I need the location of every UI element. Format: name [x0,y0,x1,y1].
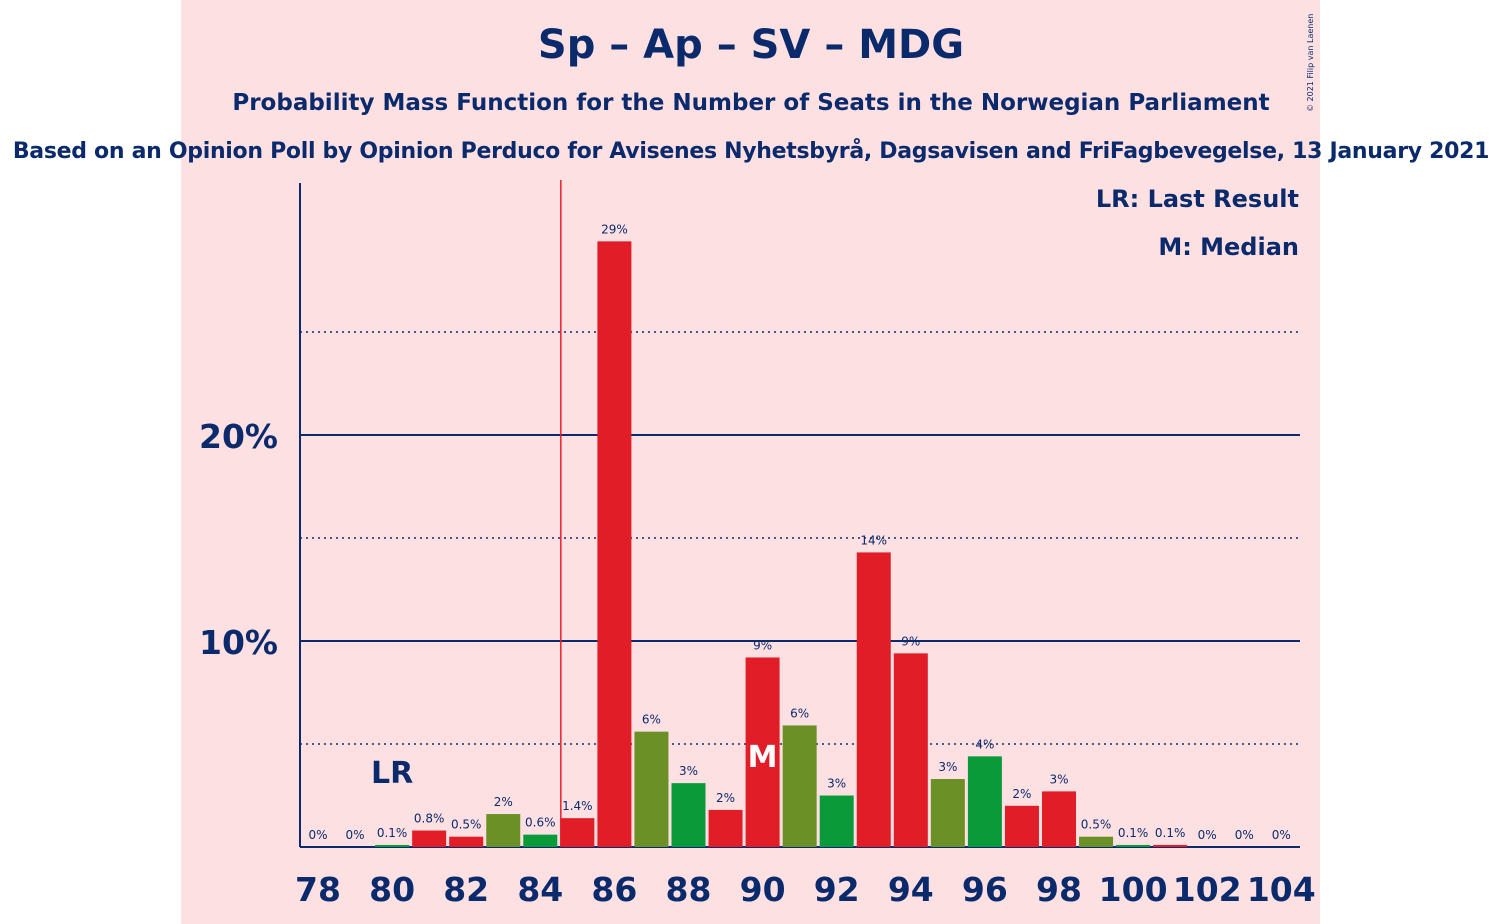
x-tick-label: 80 [369,870,415,909]
chart-source-line: Based on an Opinion Poll by Opinion Perd… [12,139,1490,164]
bar-value-label: 1.4% [562,799,593,813]
bar [597,241,632,848]
legend-median: M: Median [1158,233,1299,261]
bar [412,830,447,847]
bar [634,731,669,847]
bar-value-label: 2% [494,795,513,809]
bar-value-label: 9% [901,634,920,648]
bar [856,552,891,847]
labels: 10% 20% 0% 0% 0.1% 0.8% 0.5% 2% 0.6% 1.4% 29% 6% 3% 2… [199,222,1316,909]
x-tick-label: 84 [517,870,563,909]
bar [449,836,484,847]
bar-value-label: 0% [308,828,327,842]
last-result-marker: LR [371,756,413,791]
bar-value-label: 6% [642,713,661,727]
bar-value-label: 4% [975,737,994,751]
x-tick-label: 86 [591,870,637,909]
bar-value-label: 0.8% [414,812,445,826]
x-tick-label: 96 [962,870,1008,909]
y-tick-label: 20% [199,417,278,456]
bar [486,814,521,847]
bar-value-label: 3% [679,764,698,778]
bar [1004,805,1039,847]
bar-value-label: 14% [860,533,887,547]
bars [375,241,1188,848]
x-tick-label: 102 [1173,870,1242,909]
bar-value-label: 0% [1235,828,1254,842]
bar-value-label: 0% [1198,828,1217,842]
bar [1042,791,1076,847]
bar [745,657,780,847]
bar-value-label: 0.1% [1155,826,1186,840]
bar [930,779,965,847]
bar-value-label: 0.1% [1118,826,1149,840]
x-tick-label: 88 [666,870,712,909]
median-marker: M [748,740,778,775]
bar-value-label: 3% [827,777,846,791]
bar-value-label: 6% [790,706,809,720]
x-tick-label: 82 [443,870,489,909]
bar [1079,836,1114,847]
bar-value-label: 2% [716,791,735,805]
bar-value-label: 2% [1012,787,1031,801]
bar-value-label: 0.6% [525,816,556,830]
y-tick-label: 10% [199,623,278,662]
chart-title: Sp – Ap – SV – MDG [537,22,965,68]
bar [708,809,743,847]
bar [893,653,928,847]
bar [819,795,854,847]
bar [1153,844,1188,847]
bar-value-label: 0.5% [451,818,482,832]
bar-value-label: 3% [938,760,957,774]
bar-value-label: 0% [1272,828,1291,842]
bar [1116,844,1151,847]
bar [523,834,558,847]
bar-value-label: 29% [601,222,628,236]
bar-value-label: 3% [1049,772,1068,786]
bar [375,844,410,847]
bar [671,783,706,847]
x-tick-label: 100 [1099,870,1168,909]
bar [560,818,595,847]
x-tick-label: 90 [740,870,786,909]
x-tick-label: 94 [888,870,934,909]
x-tick-label: 92 [814,870,860,909]
bar-value-label: 0.1% [377,826,408,840]
chart-subtitle: Probability Mass Function for the Number… [232,90,1270,116]
bar-value-label: 0% [346,828,365,842]
x-tick-label: 104 [1247,870,1316,909]
legend-last-result: LR: Last Result [1095,185,1299,213]
x-tick-label: 98 [1036,870,1082,909]
bar-value-label: 9% [753,638,772,652]
bar [782,725,817,847]
bar [967,756,1002,847]
bar-value-label: 0.5% [1081,818,1112,832]
x-tick-label: 78 [295,870,341,909]
